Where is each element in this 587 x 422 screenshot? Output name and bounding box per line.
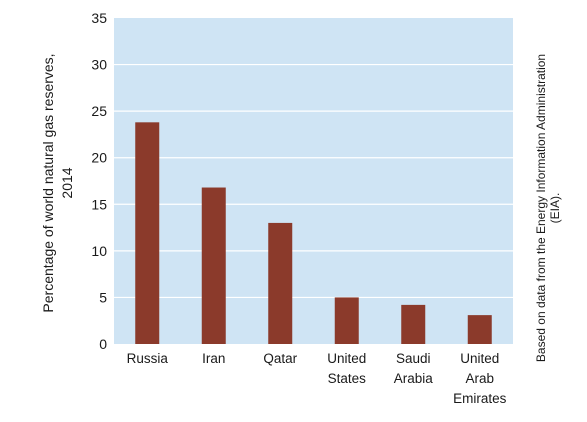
y-tick-label: 15 xyxy=(91,196,107,212)
source-note-text: Based on data from the Energy Informatio… xyxy=(534,54,562,362)
y-axis-title: Percentage of world natural gas reserves… xyxy=(40,53,75,312)
bar xyxy=(334,297,359,344)
x-category-label: United States xyxy=(327,351,366,386)
bar xyxy=(268,222,293,344)
x-category-label: Iran xyxy=(202,351,225,366)
bar xyxy=(467,315,492,344)
x-axis-categories: Russia Iran Qatar United States Saudi Arabia Un… xyxy=(127,351,507,406)
bars xyxy=(135,122,492,344)
y-tick-label: 20 xyxy=(91,150,107,166)
source-note: Based on data from the Energy Informatio… xyxy=(534,54,562,362)
y-axis-label: Percentage of world natural gas reserves… xyxy=(40,53,75,312)
bar xyxy=(135,122,160,344)
y-tick-label: 0 xyxy=(99,336,107,352)
y-tick-label: 25 xyxy=(91,103,107,119)
y-tick-label: 35 xyxy=(91,10,107,26)
gridlines xyxy=(114,63,513,299)
x-category-label: Russia xyxy=(127,351,169,366)
x-category-label: Saudi Arabia xyxy=(394,351,434,386)
y-tick-label: 10 xyxy=(91,243,107,259)
plot-area xyxy=(114,18,513,344)
y-tick-label: 5 xyxy=(99,289,107,305)
bar xyxy=(401,304,426,344)
bar xyxy=(201,187,226,344)
x-category-label: United Arab Emirates xyxy=(453,351,507,406)
x-category-label: Qatar xyxy=(263,351,297,366)
y-tick-label: 30 xyxy=(91,57,107,73)
y-axis-ticks: 0 5 10 15 20 25 30 35 xyxy=(91,10,107,352)
